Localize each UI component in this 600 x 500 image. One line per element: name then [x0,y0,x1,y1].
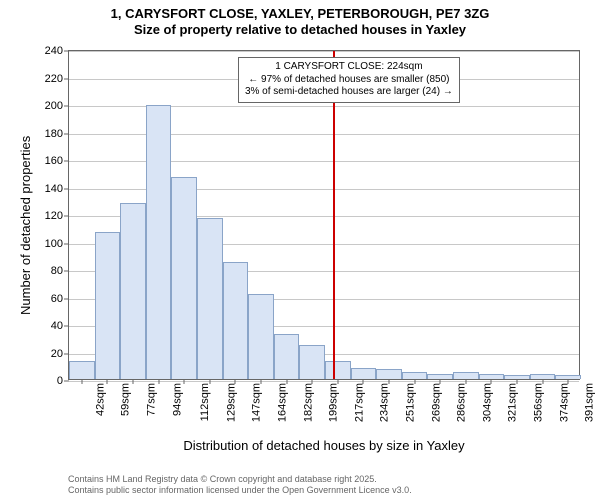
xtick-label: 42sqm [94,379,106,416]
xtick-label: 147sqm [251,379,263,422]
xtick-label: 269sqm [430,379,442,422]
xtick-mark [568,379,569,384]
ytick-label: 140 [45,183,69,195]
xtick-label: 112sqm [199,379,211,421]
histogram-bar [69,361,95,379]
ytick-label: 0 [57,375,69,387]
xtick-mark [491,379,492,384]
gridline [69,51,579,52]
xtick-mark [542,379,543,384]
annotation-line: 3% of semi-detached houses are larger (2… [245,86,453,99]
histogram-bar [95,232,121,379]
ytick-label: 40 [51,320,69,332]
xtick-label: 391sqm [584,379,596,422]
xtick-mark [184,379,185,384]
xtick-label: 321sqm [507,379,519,422]
xtick-label: 251sqm [405,379,417,422]
xtick-mark [312,379,313,384]
xtick-label: 234sqm [379,379,391,422]
annotation-line: 1 CARYSFORT CLOSE: 224sqm [245,61,453,74]
xtick-label: 164sqm [277,379,289,422]
xtick-mark [158,379,159,384]
ytick-label: 60 [51,293,69,305]
annotation-line: ← 97% of detached houses are smaller (85… [245,74,453,87]
histogram-bar [248,294,274,379]
ytick-label: 240 [45,45,69,57]
xtick-mark [465,379,466,384]
xtick-mark [389,379,390,384]
property-size-chart: 1, CARYSFORT CLOSE, YAXLEY, PETERBOROUGH… [0,0,600,500]
xtick-mark [286,379,287,384]
xtick-label: 59sqm [120,379,132,416]
xtick-mark [414,379,415,384]
xtick-label: 94sqm [171,379,183,416]
xtick-label: 374sqm [558,379,570,422]
histogram-bar [351,368,377,379]
histogram-bar [453,372,479,379]
histogram-bar [402,372,428,379]
xtick-mark [517,379,518,384]
histogram-bar [274,334,300,379]
ytick-label: 220 [45,73,69,85]
ytick-label: 160 [45,155,69,167]
xtick-label: 199sqm [328,379,340,422]
xtick-label: 77sqm [146,379,158,416]
title-line-1: 1, CARYSFORT CLOSE, YAXLEY, PETERBOROUGH… [0,6,600,22]
title-line-2: Size of property relative to detached ho… [0,22,600,38]
xtick-label: 129sqm [225,379,237,422]
xtick-mark [440,379,441,384]
ytick-label: 100 [45,238,69,250]
xtick-label: 182sqm [302,379,314,422]
xtick-mark [107,379,108,384]
xtick-mark [235,379,236,384]
histogram-bar [223,262,249,379]
attribution-footer: Contains HM Land Registry data © Crown c… [68,474,412,496]
histogram-bar [120,203,146,379]
xtick-label: 304sqm [481,379,493,422]
histogram-bar [146,105,172,379]
ytick-label: 120 [45,210,69,222]
histogram-bar [299,345,325,379]
chart-title: 1, CARYSFORT CLOSE, YAXLEY, PETERBOROUGH… [0,6,600,39]
xtick-mark [363,379,364,384]
y-axis-title: Number of detached properties [18,136,33,315]
xtick-label: 217sqm [353,379,365,422]
xtick-mark [81,379,82,384]
histogram-bar [376,369,402,379]
footer-line-1: Contains HM Land Registry data © Crown c… [68,474,412,485]
histogram-bar [325,361,351,379]
histogram-bar [171,177,197,379]
ytick-label: 20 [51,348,69,360]
xtick-mark [133,379,134,384]
histogram-bar [197,218,223,379]
xtick-mark [337,379,338,384]
x-axis-title: Distribution of detached houses by size … [68,438,580,453]
footer-line-2: Contains public sector information licen… [68,485,412,496]
xtick-label: 356sqm [533,379,545,422]
annotation-box: 1 CARYSFORT CLOSE: 224sqm← 97% of detach… [238,57,460,103]
xtick-mark [261,379,262,384]
ytick-label: 180 [45,128,69,140]
plot-area: 02040608010012014016018020022024042sqm59… [68,50,580,380]
xtick-mark [209,379,210,384]
ytick-label: 200 [45,100,69,112]
ytick-label: 80 [51,265,69,277]
xtick-label: 286sqm [456,379,468,422]
